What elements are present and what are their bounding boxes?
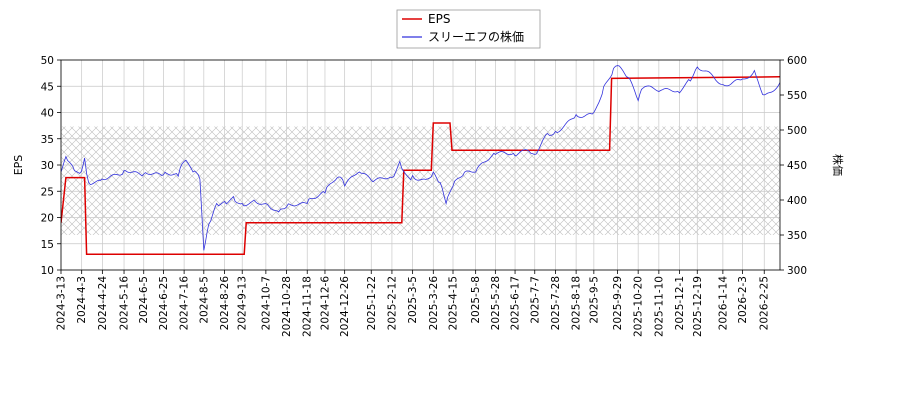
x-tick-label: 2024-11-18: [302, 276, 314, 337]
x-tick-label: 2024-6-25: [158, 276, 170, 330]
x-tick-label: 2025-3-26: [428, 276, 440, 331]
left-tick-label: 30: [41, 160, 54, 172]
legend-eps-label: EPS: [428, 12, 450, 26]
eps-series-line: [61, 76, 780, 256]
left-tick-label: 35: [41, 134, 54, 146]
x-tick-label: 2025-2-12: [386, 276, 398, 330]
hatched-band: [61, 126, 780, 235]
legend: EPS スリーエフの株価: [396, 9, 541, 49]
x-tick-label: 2025-10-20: [633, 276, 645, 337]
x-tick-label: 2025-8-18: [571, 276, 583, 330]
left-axis-title: EPS: [12, 155, 25, 176]
series-layer: [61, 65, 780, 256]
x-axis: 2024-3-13 2024-4-3 2024-4-24 2024-5-16 2024-…: [56, 270, 771, 337]
x-tick-label: 2025-11-10: [653, 276, 665, 337]
x-tick-label: 2025-9-5: [588, 276, 600, 324]
right-tick-label: 500: [787, 125, 807, 137]
x-tick-label: 2024-10-28: [281, 276, 293, 337]
x-tick-label: 2024-12-26: [339, 276, 351, 337]
legend-price-label: スリーエフの株価: [428, 29, 524, 44]
left-tick-label: 45: [41, 81, 54, 93]
x-tick-label: 2024-6-5: [138, 276, 150, 324]
x-tick-label: 2025-12-1: [674, 276, 686, 330]
right-tick-label: 450: [787, 160, 807, 172]
price-series-line: [61, 65, 780, 251]
x-tick-label: 2026-2-3: [737, 276, 749, 324]
x-tick-label: 2025-6-17: [510, 276, 522, 330]
left-axis: 10 15 20 25 30 35 40 45 50: [41, 55, 61, 277]
left-tick-label: 40: [41, 108, 54, 120]
x-tick-label: 2025-5-8: [470, 276, 482, 324]
x-tick-label: 2024-7-16: [179, 276, 191, 331]
x-tick-label: 2024-5-16: [119, 276, 131, 331]
x-tick-label: 2025-5-28: [490, 276, 502, 330]
x-tick-label: 2025-7-7: [529, 276, 541, 324]
right-tick-label: 550: [787, 90, 807, 102]
legend-box: [396, 9, 541, 49]
x-tick-label: 2026-2-25: [759, 276, 771, 330]
left-tick-label: 20: [41, 213, 54, 225]
x-tick-label: 2025-4-15: [448, 276, 460, 330]
x-tick-label: 2025-12-19: [692, 276, 704, 337]
x-tick-label: 2025-1-22: [366, 276, 378, 330]
right-tick-label: 300: [787, 265, 807, 277]
x-tick-label: 2024-8-5: [198, 276, 210, 324]
right-tick-label: 600: [787, 55, 807, 67]
x-tick-label: 2025-7-28: [550, 276, 562, 330]
right-tick-label: 350: [787, 230, 807, 242]
right-axis-title: 株価: [831, 154, 845, 176]
right-tick-label: 400: [787, 195, 807, 207]
x-tick-label: 2024-4-3: [76, 276, 88, 324]
x-tick-label: 2026-1-14: [717, 276, 729, 331]
x-tick-label: 2024-3-13: [56, 276, 68, 330]
x-tick-label: 2024-8-26: [219, 276, 231, 331]
left-tick-label: 25: [41, 186, 54, 198]
x-tick-label: 2024-12-6: [319, 276, 331, 331]
x-tick-label: 2024-10-7: [260, 276, 272, 330]
x-tick-label: 2024-4-24: [97, 276, 109, 331]
x-tick-label: 2025-9-29: [612, 276, 624, 330]
x-tick-label: 2024-9-13: [237, 276, 249, 330]
left-tick-label: 15: [41, 239, 54, 251]
left-tick-label: 10: [41, 265, 54, 277]
x-tick-label: 2025-3-5: [407, 276, 419, 324]
left-tick-label: 50: [41, 55, 54, 67]
right-axis: 300 350 400 450 500 550 600: [780, 55, 807, 277]
